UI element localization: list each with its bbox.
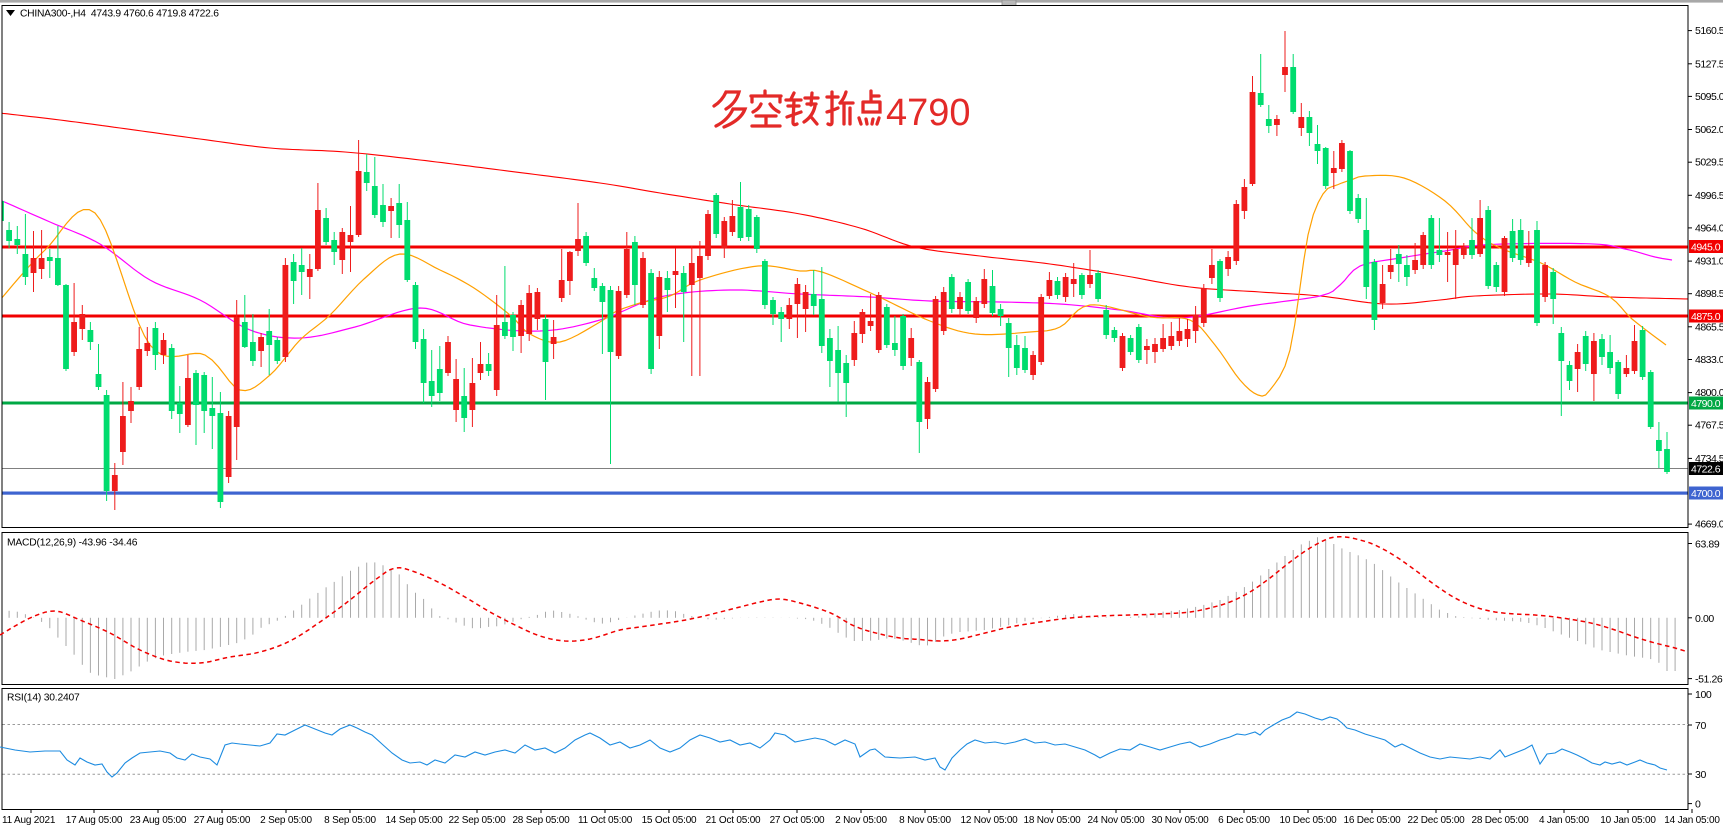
svg-text:4800.0: 4800.0: [1695, 387, 1723, 399]
svg-text:24 Nov 05:00: 24 Nov 05:00: [1087, 815, 1145, 826]
svg-text:28 Dec 05:00: 28 Dec 05:00: [1471, 815, 1529, 826]
svg-text:22 Dec 05:00: 22 Dec 05:00: [1407, 815, 1465, 826]
svg-text:16 Dec 05:00: 16 Dec 05:00: [1343, 815, 1401, 826]
svg-text:28 Sep 05:00: 28 Sep 05:00: [512, 815, 570, 826]
svg-text:63.89: 63.89: [1695, 539, 1720, 551]
svg-text:10 Jan 05:00: 10 Jan 05:00: [1600, 815, 1656, 826]
svg-text:18 Nov 05:00: 18 Nov 05:00: [1023, 815, 1081, 826]
svg-text:11 Oct 05:00: 11 Oct 05:00: [578, 815, 633, 826]
svg-text:MACD(12,26,9) -43.96 -34.46: MACD(12,26,9) -43.96 -34.46: [7, 538, 138, 549]
svg-text:12 Nov 05:00: 12 Nov 05:00: [960, 815, 1018, 826]
svg-text:RSI(14) 30.2407: RSI(14) 30.2407: [7, 693, 80, 704]
svg-text:5127.5: 5127.5: [1695, 58, 1723, 70]
svg-text:4669.0: 4669.0: [1695, 519, 1723, 531]
svg-text:27 Aug 05:00: 27 Aug 05:00: [194, 815, 251, 826]
svg-text:4790: 4790: [886, 92, 971, 134]
svg-text:14 Sep 05:00: 14 Sep 05:00: [385, 815, 443, 826]
svg-text:8 Sep 05:00: 8 Sep 05:00: [324, 815, 376, 826]
svg-text:8 Nov 05:00: 8 Nov 05:00: [899, 815, 951, 826]
svg-text:30 Nov 05:00: 30 Nov 05:00: [1151, 815, 1209, 826]
svg-text:4964.0: 4964.0: [1695, 222, 1723, 234]
svg-text:4833.0: 4833.0: [1695, 354, 1723, 366]
svg-text:4865.5: 4865.5: [1695, 321, 1723, 333]
svg-text:2 Sep 05:00: 2 Sep 05:00: [260, 815, 312, 826]
svg-text:100: 100: [1695, 689, 1712, 701]
svg-text:11 Aug 2021: 11 Aug 2021: [2, 815, 56, 826]
svg-text:4898.5: 4898.5: [1695, 288, 1723, 300]
svg-text:0.00: 0.00: [1695, 613, 1714, 625]
svg-text:6 Dec 05:00: 6 Dec 05:00: [1218, 815, 1270, 826]
svg-text:5095.0: 5095.0: [1695, 91, 1723, 103]
svg-text:27 Oct 05:00: 27 Oct 05:00: [770, 815, 825, 826]
svg-text:70: 70: [1695, 720, 1706, 732]
svg-text:14 Jan 05:00: 14 Jan 05:00: [1664, 815, 1720, 826]
svg-text:4790.0: 4790.0: [1691, 398, 1721, 410]
svg-text:30: 30: [1695, 769, 1706, 781]
svg-text:4996.5: 4996.5: [1695, 190, 1723, 202]
svg-text:2 Nov 05:00: 2 Nov 05:00: [835, 815, 887, 826]
svg-text:22 Sep 05:00: 22 Sep 05:00: [448, 815, 506, 826]
svg-text:10 Dec 05:00: 10 Dec 05:00: [1279, 815, 1337, 826]
svg-text:4734.5: 4734.5: [1695, 453, 1723, 465]
svg-text:4767.5: 4767.5: [1695, 420, 1723, 432]
svg-text:4945.0: 4945.0: [1691, 242, 1721, 254]
svg-text:4 Jan 05:00: 4 Jan 05:00: [1539, 815, 1590, 826]
svg-text:-51.26: -51.26: [1695, 674, 1723, 686]
svg-text:CHINA300-,H4 4743.9 4760.6 47: CHINA300-,H4 4743.9 4760.6 4719.8 4722.6: [20, 9, 219, 20]
svg-text:5062.0: 5062.0: [1695, 124, 1723, 136]
svg-text:4700.0: 4700.0: [1691, 488, 1721, 500]
svg-text:17 Aug 05:00: 17 Aug 05:00: [66, 815, 123, 826]
svg-text:4875.0: 4875.0: [1691, 311, 1721, 323]
svg-text:23 Aug 05:00: 23 Aug 05:00: [130, 815, 187, 826]
svg-text:4931.0: 4931.0: [1695, 256, 1723, 268]
svg-text:21 Oct 05:00: 21 Oct 05:00: [706, 815, 761, 826]
svg-text:4722.6: 4722.6: [1691, 464, 1721, 476]
svg-text:0: 0: [1695, 799, 1701, 811]
svg-text:5029.5: 5029.5: [1695, 157, 1723, 169]
svg-text:15 Oct 05:00: 15 Oct 05:00: [642, 815, 697, 826]
svg-text:5160.5: 5160.5: [1695, 25, 1723, 37]
